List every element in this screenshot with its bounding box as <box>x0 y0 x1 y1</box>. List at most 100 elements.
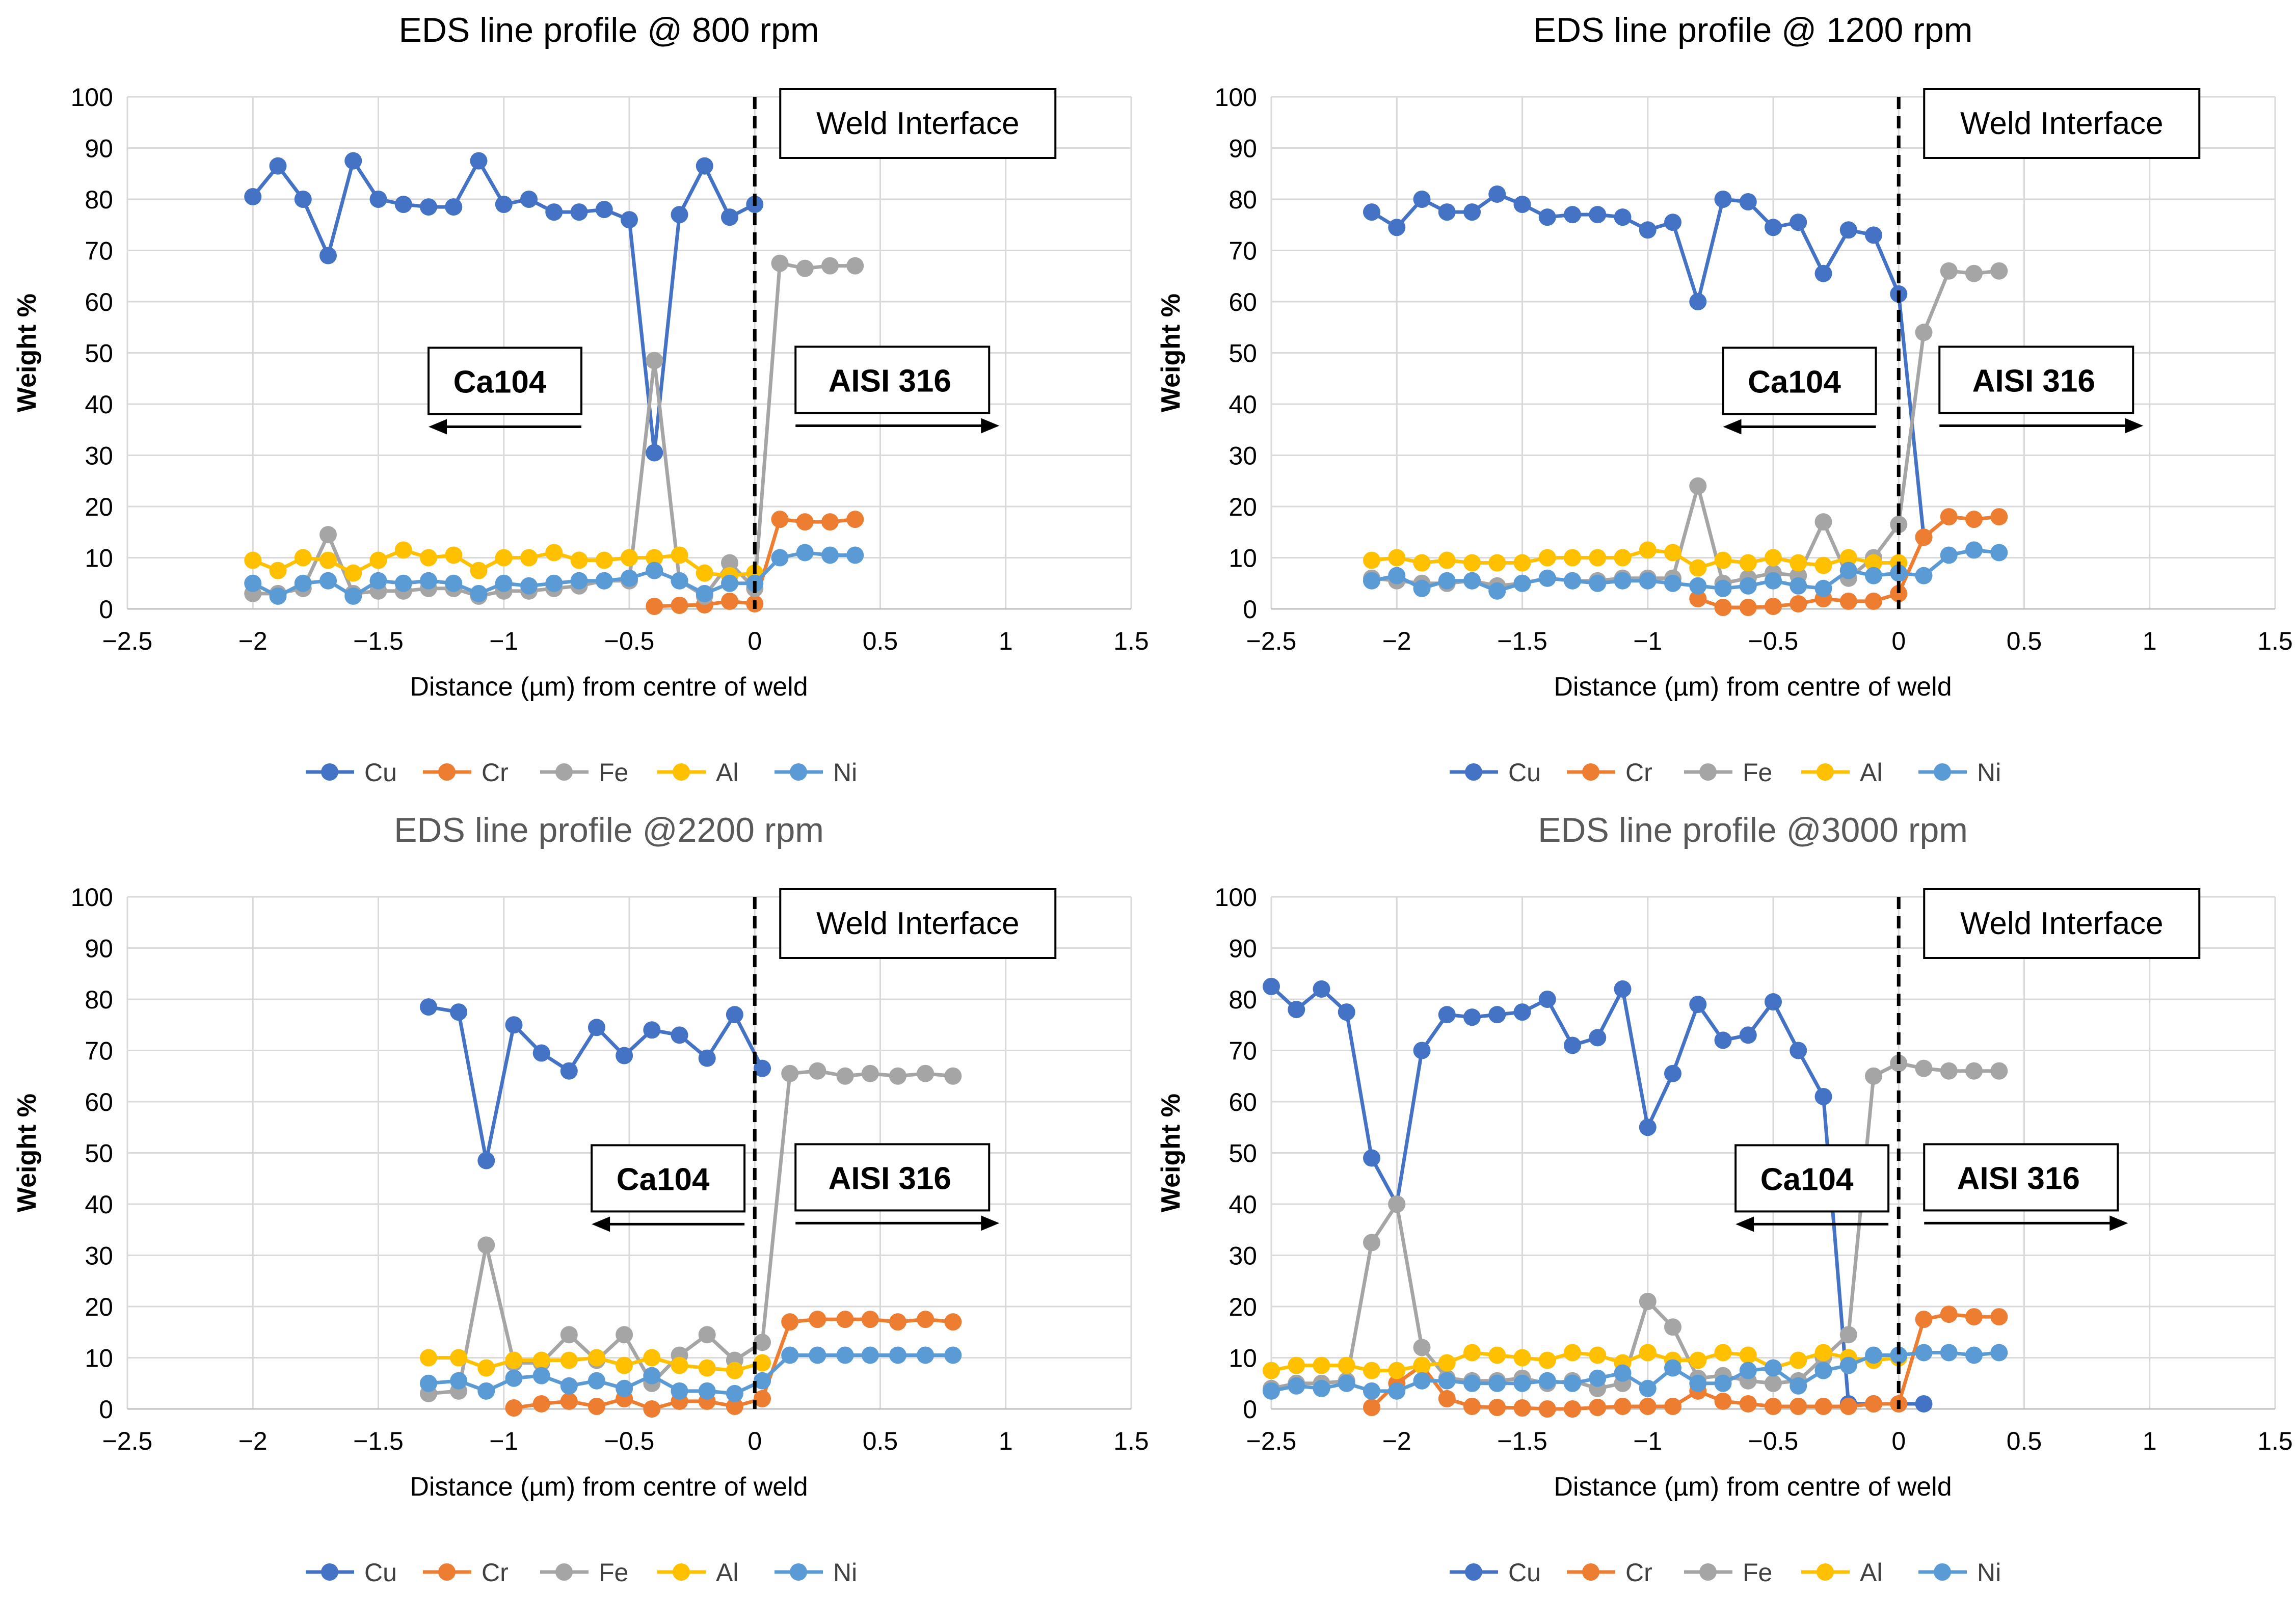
data-point-cr <box>889 1313 906 1331</box>
data-point-cu <box>1463 203 1481 221</box>
data-point-cr <box>1513 1399 1531 1417</box>
legend-marker <box>438 1563 456 1581</box>
data-point-fe <box>1814 513 1832 531</box>
x-tick-label: −2 <box>1382 627 1411 655</box>
data-point-ni <box>821 546 839 564</box>
legend-label: Cr <box>482 758 509 787</box>
data-point-fe <box>796 259 814 277</box>
data-point-cu <box>671 1026 688 1044</box>
data-point-ni <box>394 574 412 592</box>
data-point-ni <box>781 1346 799 1364</box>
data-point-cr <box>836 1311 854 1328</box>
chart-title: EDS line profile @ 800 rpm <box>399 11 819 49</box>
data-point-cu <box>671 206 688 224</box>
data-point-ni <box>698 1382 716 1400</box>
data-point-ni <box>560 1377 578 1395</box>
y-axis-label: Weight % <box>1156 1094 1186 1212</box>
data-point-al <box>646 549 663 567</box>
data-point-ni <box>1639 572 1657 590</box>
data-point-cu <box>721 208 738 226</box>
data-point-cu <box>1790 1042 1807 1059</box>
series-al <box>420 1349 771 1379</box>
data-point-al <box>505 1351 523 1369</box>
data-point-cr <box>532 1395 550 1413</box>
y-tick-label: 40 <box>1229 1190 1257 1219</box>
data-point-al <box>520 549 538 567</box>
x-tick-label: −1.5 <box>1497 1427 1547 1455</box>
data-point-cr <box>1438 1390 1456 1407</box>
aisi316-label: AISI 316 <box>829 1161 951 1196</box>
data-point-ni <box>1614 572 1632 590</box>
aisi316-box <box>1938 345 2134 414</box>
data-point-al <box>1564 1344 1581 1362</box>
x-tick-label: 0 <box>747 627 762 655</box>
legend-marker <box>790 763 807 781</box>
y-tick-label: 80 <box>1229 185 1257 214</box>
legend: Cu Cr Fe Al Ni <box>1450 1558 2001 1587</box>
data-point-al <box>1589 549 1607 567</box>
data-point-al <box>495 549 513 567</box>
ca104-label: Ca104 <box>453 364 547 400</box>
data-point-al <box>754 1354 771 1372</box>
x-tick-label: −0.5 <box>604 1427 655 1455</box>
data-point-cu <box>1739 1026 1757 1044</box>
data-point-ni <box>889 1346 906 1364</box>
data-point-al <box>1413 554 1431 572</box>
data-point-ni <box>1639 1379 1657 1397</box>
ca104-label: Ca104 <box>617 1162 710 1197</box>
data-point-ni <box>861 1346 879 1364</box>
data-point-ni <box>545 574 563 592</box>
data-point-cu <box>1589 206 1607 224</box>
data-point-cr <box>861 1311 879 1328</box>
data-point-ni <box>1865 567 1882 584</box>
aisi316-label: AISI 316 <box>829 363 951 398</box>
legend-marker <box>555 763 573 781</box>
data-point-ni <box>1463 1374 1481 1392</box>
legend-marker <box>673 763 690 781</box>
data-point-cr <box>1739 1395 1757 1413</box>
data-point-cu <box>319 247 337 264</box>
data-point-ni <box>1438 572 1456 590</box>
data-point-ni <box>1564 1374 1581 1392</box>
legend: Cu Cr Fe Al Ni <box>1450 758 2001 787</box>
data-point-ni <box>532 1367 550 1384</box>
data-point-ni <box>1564 572 1581 590</box>
data-point-cr <box>781 1313 799 1331</box>
data-point-al <box>1739 1346 1757 1364</box>
data-point-cu <box>1263 977 1280 995</box>
data-point-cu <box>1915 1395 1933 1413</box>
data-point-al <box>1790 554 1807 572</box>
legend-label: Fe <box>1743 1558 1772 1587</box>
data-point-cr <box>1814 1397 1832 1415</box>
chart-title: EDS line profile @ 1200 rpm <box>1533 11 1973 49</box>
legend-marker <box>1465 1563 1482 1581</box>
data-point-ni <box>726 1384 743 1402</box>
data-point-ni <box>1413 1372 1431 1390</box>
data-point-ni <box>836 1346 854 1364</box>
y-tick-label: 30 <box>85 1242 113 1270</box>
data-point-ni <box>520 577 538 595</box>
y-tick-label: 10 <box>85 1344 113 1373</box>
y-tick-label: 90 <box>85 935 113 963</box>
data-point-al <box>726 1362 743 1379</box>
data-point-cr <box>846 511 864 528</box>
legend-label: Cr <box>482 1558 509 1587</box>
legend-label: Cu <box>364 758 397 787</box>
data-point-ni <box>505 1369 523 1387</box>
data-point-cr <box>1790 595 1807 612</box>
data-point-cr <box>588 1397 605 1415</box>
data-point-fe <box>781 1064 799 1082</box>
data-point-cr <box>1940 1306 1958 1323</box>
ca104-arrowhead <box>592 1216 610 1232</box>
data-point-cu <box>344 152 362 170</box>
aisi316-arrowhead <box>2110 1215 2128 1231</box>
data-point-fe <box>319 526 337 544</box>
x-tick-label: −2.5 <box>102 627 153 655</box>
data-point-ni <box>319 572 337 590</box>
series-line-fe <box>1271 1061 1999 1391</box>
x-tick-label: −1 <box>489 627 518 655</box>
data-point-al <box>1564 549 1581 567</box>
data-point-cu <box>1865 226 1882 244</box>
data-point-cu <box>696 157 713 175</box>
